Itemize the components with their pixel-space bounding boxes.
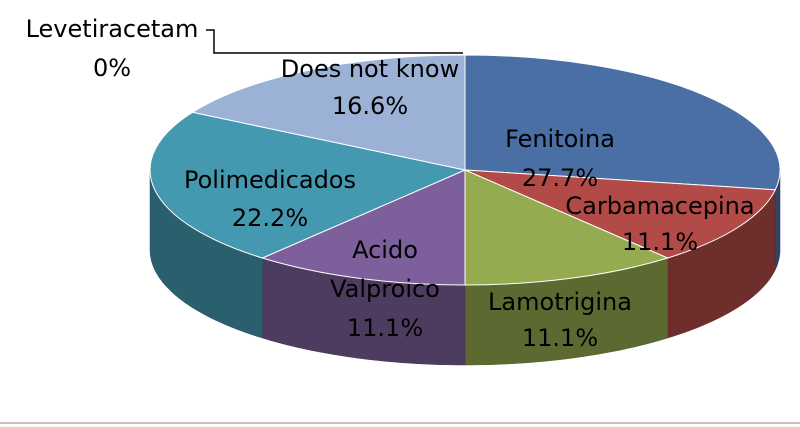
leader-line-levetiracetam [206,29,463,54]
pie-slice-acido-valproico [260,169,466,286]
data-label-value-fenitoina: 27.7% [522,164,598,192]
pie-slice-fenitoina [464,54,781,191]
data-label-category-carbamacepina-0: Carbamacepina [565,192,754,220]
data-label-category-polimedicados-0: Polimedicados [184,166,356,194]
pie-slice-carbamacepina [464,169,777,259]
pie-sides [149,169,781,366]
data-label-value-does-not-know: 16.6% [332,92,408,120]
data-label-category-fenitoina-0: Fenitoina [505,125,615,153]
data-label-category-acido-valproico-1: Valproico [330,275,440,303]
pie-slice-lamotrigina [464,169,670,286]
data-label-value-polimedicados: 22.2% [232,204,308,232]
data-label-value-carbamacepina: 11.1% [622,228,698,256]
pie-slice-does-not-know [191,54,466,171]
data-label-value-lamotrigina: 11.1% [522,324,598,352]
pie-labels: Fenitoina 27.7%Carbamacepina 11.1% Lamotrig… [26,15,755,352]
data-label-category-levetiracetam-0: Levetiracetam [26,15,199,43]
data-label-category-does-not-know-0: Does not know [281,55,459,83]
data-label-value-acido-valproico: 11.1% [347,314,423,342]
pie-tops [149,54,781,286]
pie-slice-polimedicados [149,111,467,259]
data-label-value-levetiracetam: 0% [93,54,131,82]
data-label-category-acido-valproico-0: Acido [352,236,418,264]
data-label-category-lamotrigina-0: Lamotrigina [488,288,632,316]
